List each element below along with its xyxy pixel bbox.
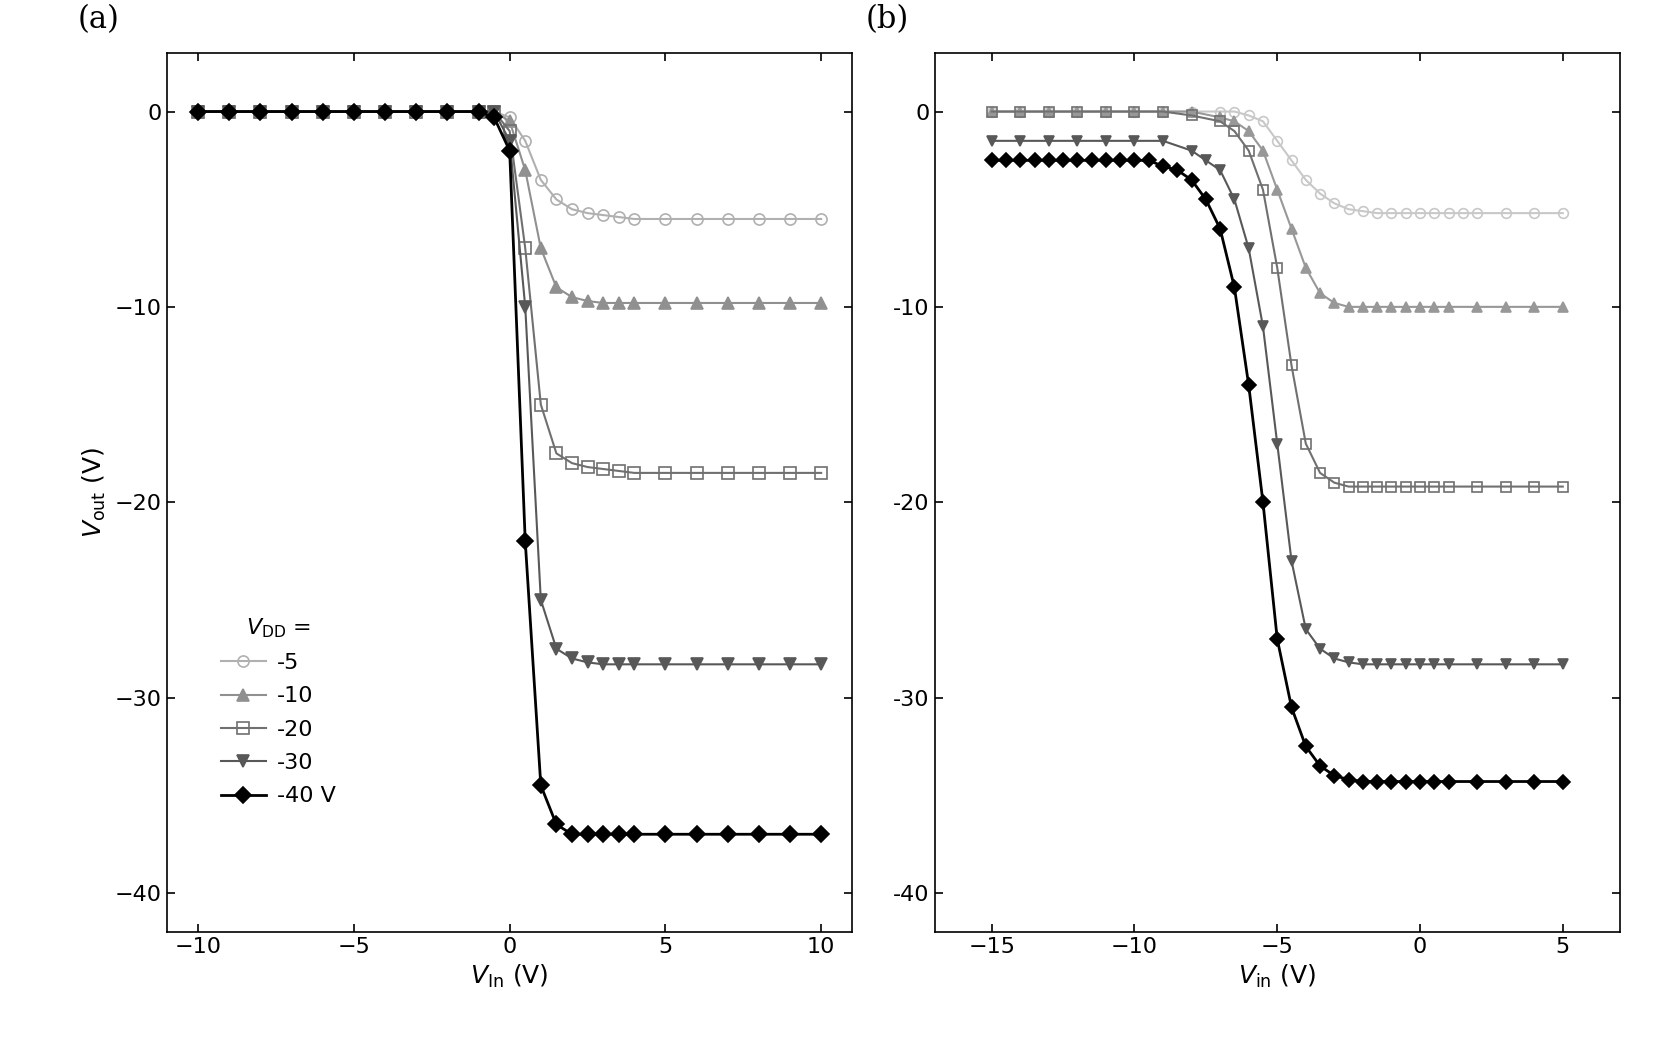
Legend: -5, -10, -20, -30, -40 V: -5, -10, -20, -30, -40 V xyxy=(212,607,344,815)
Y-axis label: $V_{\mathrm{out}}$ (V): $V_{\mathrm{out}}$ (V) xyxy=(80,447,109,538)
X-axis label: $V_{\mathrm{in}}$ (V): $V_{\mathrm{in}}$ (V) xyxy=(1237,963,1316,989)
X-axis label: $V_{\mathrm{In}}$ (V): $V_{\mathrm{In}}$ (V) xyxy=(471,963,549,989)
Text: (b): (b) xyxy=(867,4,908,35)
Text: (a): (a) xyxy=(78,4,120,35)
